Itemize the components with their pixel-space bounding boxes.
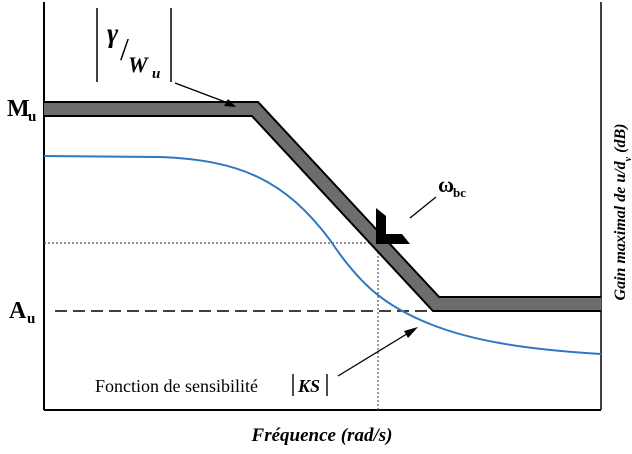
au-base: A — [9, 298, 27, 324]
bound-band-outline — [44, 101, 601, 312]
bound-arrow-line — [174, 82, 229, 104]
y-axis-label-prefix: Gain maximal de u/d — [612, 160, 629, 300]
ks-curve — [43, 155, 602, 355]
omega-bc-arrow-line — [409, 196, 437, 219]
bound-band — [44, 103, 601, 310]
bound-label: γ / W u — [96, 8, 172, 82]
bound-w: W — [128, 52, 149, 77]
ks-arrowhead — [404, 327, 418, 338]
mu-sub: u — [28, 109, 36, 125]
mu-base: M — [7, 96, 30, 122]
crossover-l-marker — [376, 208, 410, 244]
y-axis-label-sub: v — [623, 156, 632, 161]
ks-arrow-line — [337, 331, 411, 377]
y-axis-label: Gain maximal de u/dv (dB) — [612, 124, 632, 301]
omega-base: ω — [438, 172, 454, 197]
omega-bc-label: ω bc — [438, 172, 466, 200]
mu-label: M u — [7, 96, 36, 125]
bound-slash: / — [120, 31, 129, 67]
y-axis-label-suffix: (dB) — [612, 124, 629, 157]
bound-arrowhead — [224, 99, 236, 107]
crossover-marker — [376, 208, 410, 244]
ks-label-text: Fonction de sensibilité — [95, 376, 258, 396]
ks-math: KS — [297, 376, 320, 396]
au-label: A u — [9, 298, 35, 327]
bound-gamma: γ — [107, 18, 119, 48]
bound-w-sub: u — [152, 66, 160, 82]
ks-label: Fonction de sensibilité KS — [95, 374, 328, 396]
plot-frame — [43, 2, 602, 411]
x-axis-label: Fréquence (rad/s) — [251, 425, 393, 446]
omega-sub: bc — [453, 185, 466, 200]
au-sub: u — [27, 311, 35, 327]
